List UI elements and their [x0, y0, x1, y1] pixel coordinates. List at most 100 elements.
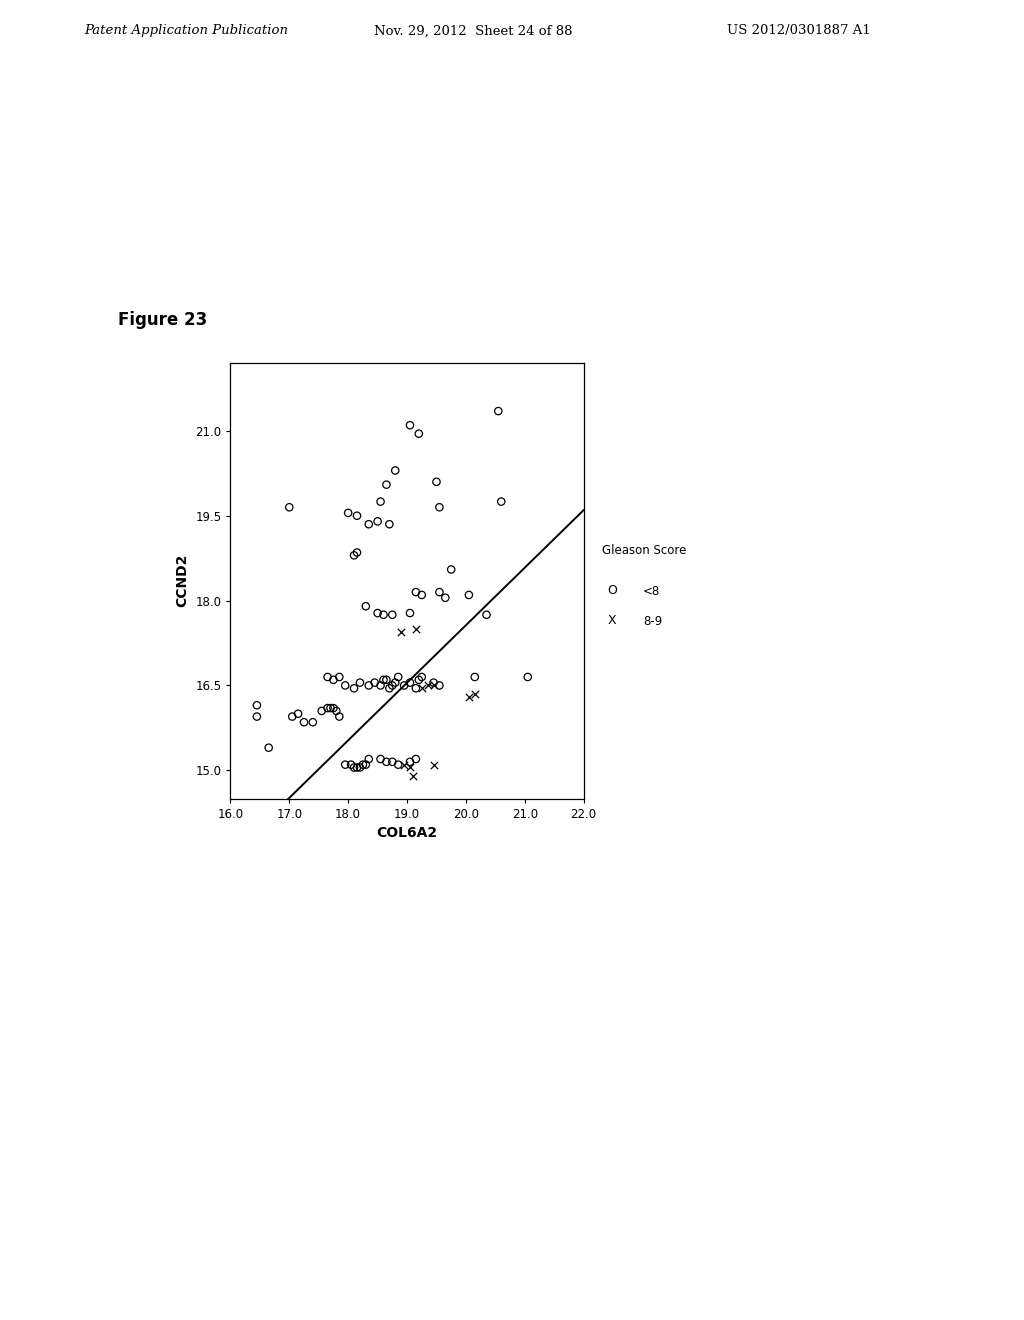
Point	[428, 471, 444, 492]
Point	[323, 697, 339, 718]
Point	[461, 686, 477, 708]
Point	[396, 754, 413, 775]
Point	[414, 667, 430, 688]
Point	[381, 513, 397, 535]
Point	[401, 602, 418, 623]
Point	[296, 711, 312, 733]
Point	[381, 677, 397, 698]
Point	[349, 506, 366, 527]
Point	[420, 675, 436, 696]
Point	[401, 751, 418, 772]
Point	[408, 677, 424, 698]
Point	[370, 602, 386, 623]
Point	[478, 605, 495, 626]
Point	[393, 622, 410, 643]
Point	[346, 545, 362, 566]
Point	[313, 701, 330, 722]
Point	[390, 754, 407, 775]
Point	[249, 694, 265, 715]
Point	[375, 669, 391, 690]
Point	[375, 605, 391, 626]
Point	[467, 667, 483, 688]
Point	[337, 754, 353, 775]
Point	[352, 756, 369, 777]
Point	[387, 672, 403, 693]
Point	[390, 667, 407, 688]
Point	[401, 414, 418, 436]
Point	[367, 672, 383, 693]
Point	[411, 424, 427, 445]
Text: O: O	[607, 583, 617, 597]
Point	[384, 675, 400, 696]
Point	[490, 400, 507, 421]
Point	[305, 711, 322, 733]
Text: Gleason Score: Gleason Score	[602, 544, 686, 557]
Point	[401, 672, 418, 693]
Text: Nov. 29, 2012  Sheet 24 of 88: Nov. 29, 2012 Sheet 24 of 88	[374, 24, 572, 37]
Point	[284, 706, 300, 727]
Point	[414, 677, 430, 698]
Point	[373, 491, 389, 512]
X-axis label: COL6A2: COL6A2	[377, 826, 437, 841]
Point	[319, 667, 336, 688]
Point	[373, 748, 389, 770]
Point	[378, 669, 394, 690]
Point	[343, 754, 359, 775]
Y-axis label: CCND2: CCND2	[176, 554, 189, 607]
Point	[431, 582, 447, 603]
Point	[425, 675, 441, 696]
Point	[404, 766, 421, 787]
Text: X: X	[608, 614, 616, 627]
Point	[437, 587, 454, 609]
Point	[384, 751, 400, 772]
Point	[431, 675, 447, 696]
Point	[352, 672, 369, 693]
Point	[378, 474, 394, 495]
Point	[360, 513, 377, 535]
Point	[493, 491, 509, 512]
Point	[340, 503, 356, 524]
Point	[408, 582, 424, 603]
Point	[319, 697, 336, 718]
Text: 8-9: 8-9	[643, 615, 663, 628]
Point	[349, 543, 366, 564]
Point	[414, 585, 430, 606]
Point	[260, 737, 276, 758]
Point	[328, 701, 344, 722]
Point	[425, 672, 441, 693]
Point	[519, 667, 536, 688]
Point	[431, 496, 447, 517]
Point	[425, 754, 441, 775]
Point	[346, 677, 362, 698]
Point	[346, 756, 362, 777]
Point	[443, 558, 460, 579]
Point	[384, 605, 400, 626]
Point	[337, 675, 353, 696]
Point	[349, 756, 366, 777]
Point	[326, 697, 342, 718]
Point	[461, 585, 477, 606]
Point	[401, 756, 418, 777]
Point	[396, 675, 413, 696]
Point	[370, 511, 386, 532]
Point	[467, 684, 483, 705]
Point	[326, 669, 342, 690]
Point	[387, 459, 403, 480]
Point	[411, 669, 427, 690]
Point	[249, 706, 265, 727]
Text: Figure 23: Figure 23	[118, 310, 207, 329]
Point	[408, 618, 424, 639]
Point	[290, 704, 306, 725]
Point	[357, 754, 374, 775]
Point	[360, 748, 377, 770]
Point	[360, 675, 377, 696]
Point	[357, 595, 374, 616]
Point	[354, 754, 371, 775]
Point	[373, 675, 389, 696]
Point	[331, 706, 347, 727]
Text: US 2012/0301887 A1: US 2012/0301887 A1	[727, 24, 870, 37]
Point	[281, 496, 297, 517]
Text: <8: <8	[643, 585, 660, 598]
Point	[331, 667, 347, 688]
Point	[408, 748, 424, 770]
